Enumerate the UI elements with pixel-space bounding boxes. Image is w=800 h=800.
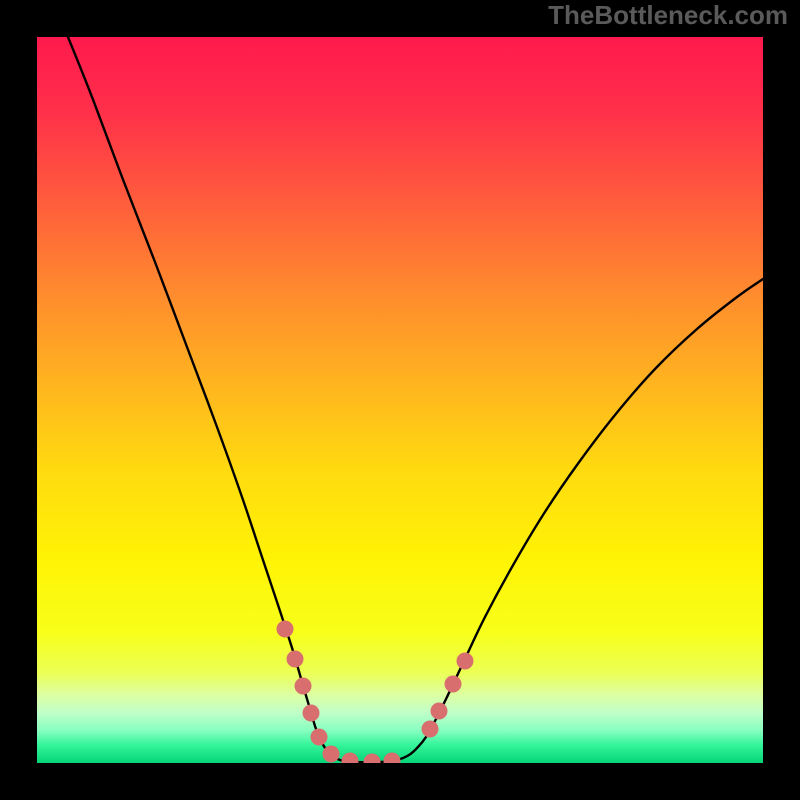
curve-marker xyxy=(422,721,439,738)
curve-marker xyxy=(323,746,340,763)
curve-marker xyxy=(277,621,294,638)
curve-marker xyxy=(431,703,448,720)
curve-layer xyxy=(37,37,763,763)
plot-area xyxy=(37,37,763,763)
bottleneck-curve xyxy=(68,37,763,762)
chart-stage: TheBottleneck.com xyxy=(0,0,800,800)
curve-marker xyxy=(295,678,312,695)
curve-marker xyxy=(311,729,328,746)
curve-marker xyxy=(303,705,320,722)
curve-marker xyxy=(287,651,304,668)
curve-marker xyxy=(364,754,381,764)
curve-marker xyxy=(342,753,359,764)
watermark-text: TheBottleneck.com xyxy=(548,0,788,31)
curve-marker xyxy=(457,653,474,670)
curve-marker xyxy=(384,753,401,764)
curve-marker xyxy=(445,676,462,693)
